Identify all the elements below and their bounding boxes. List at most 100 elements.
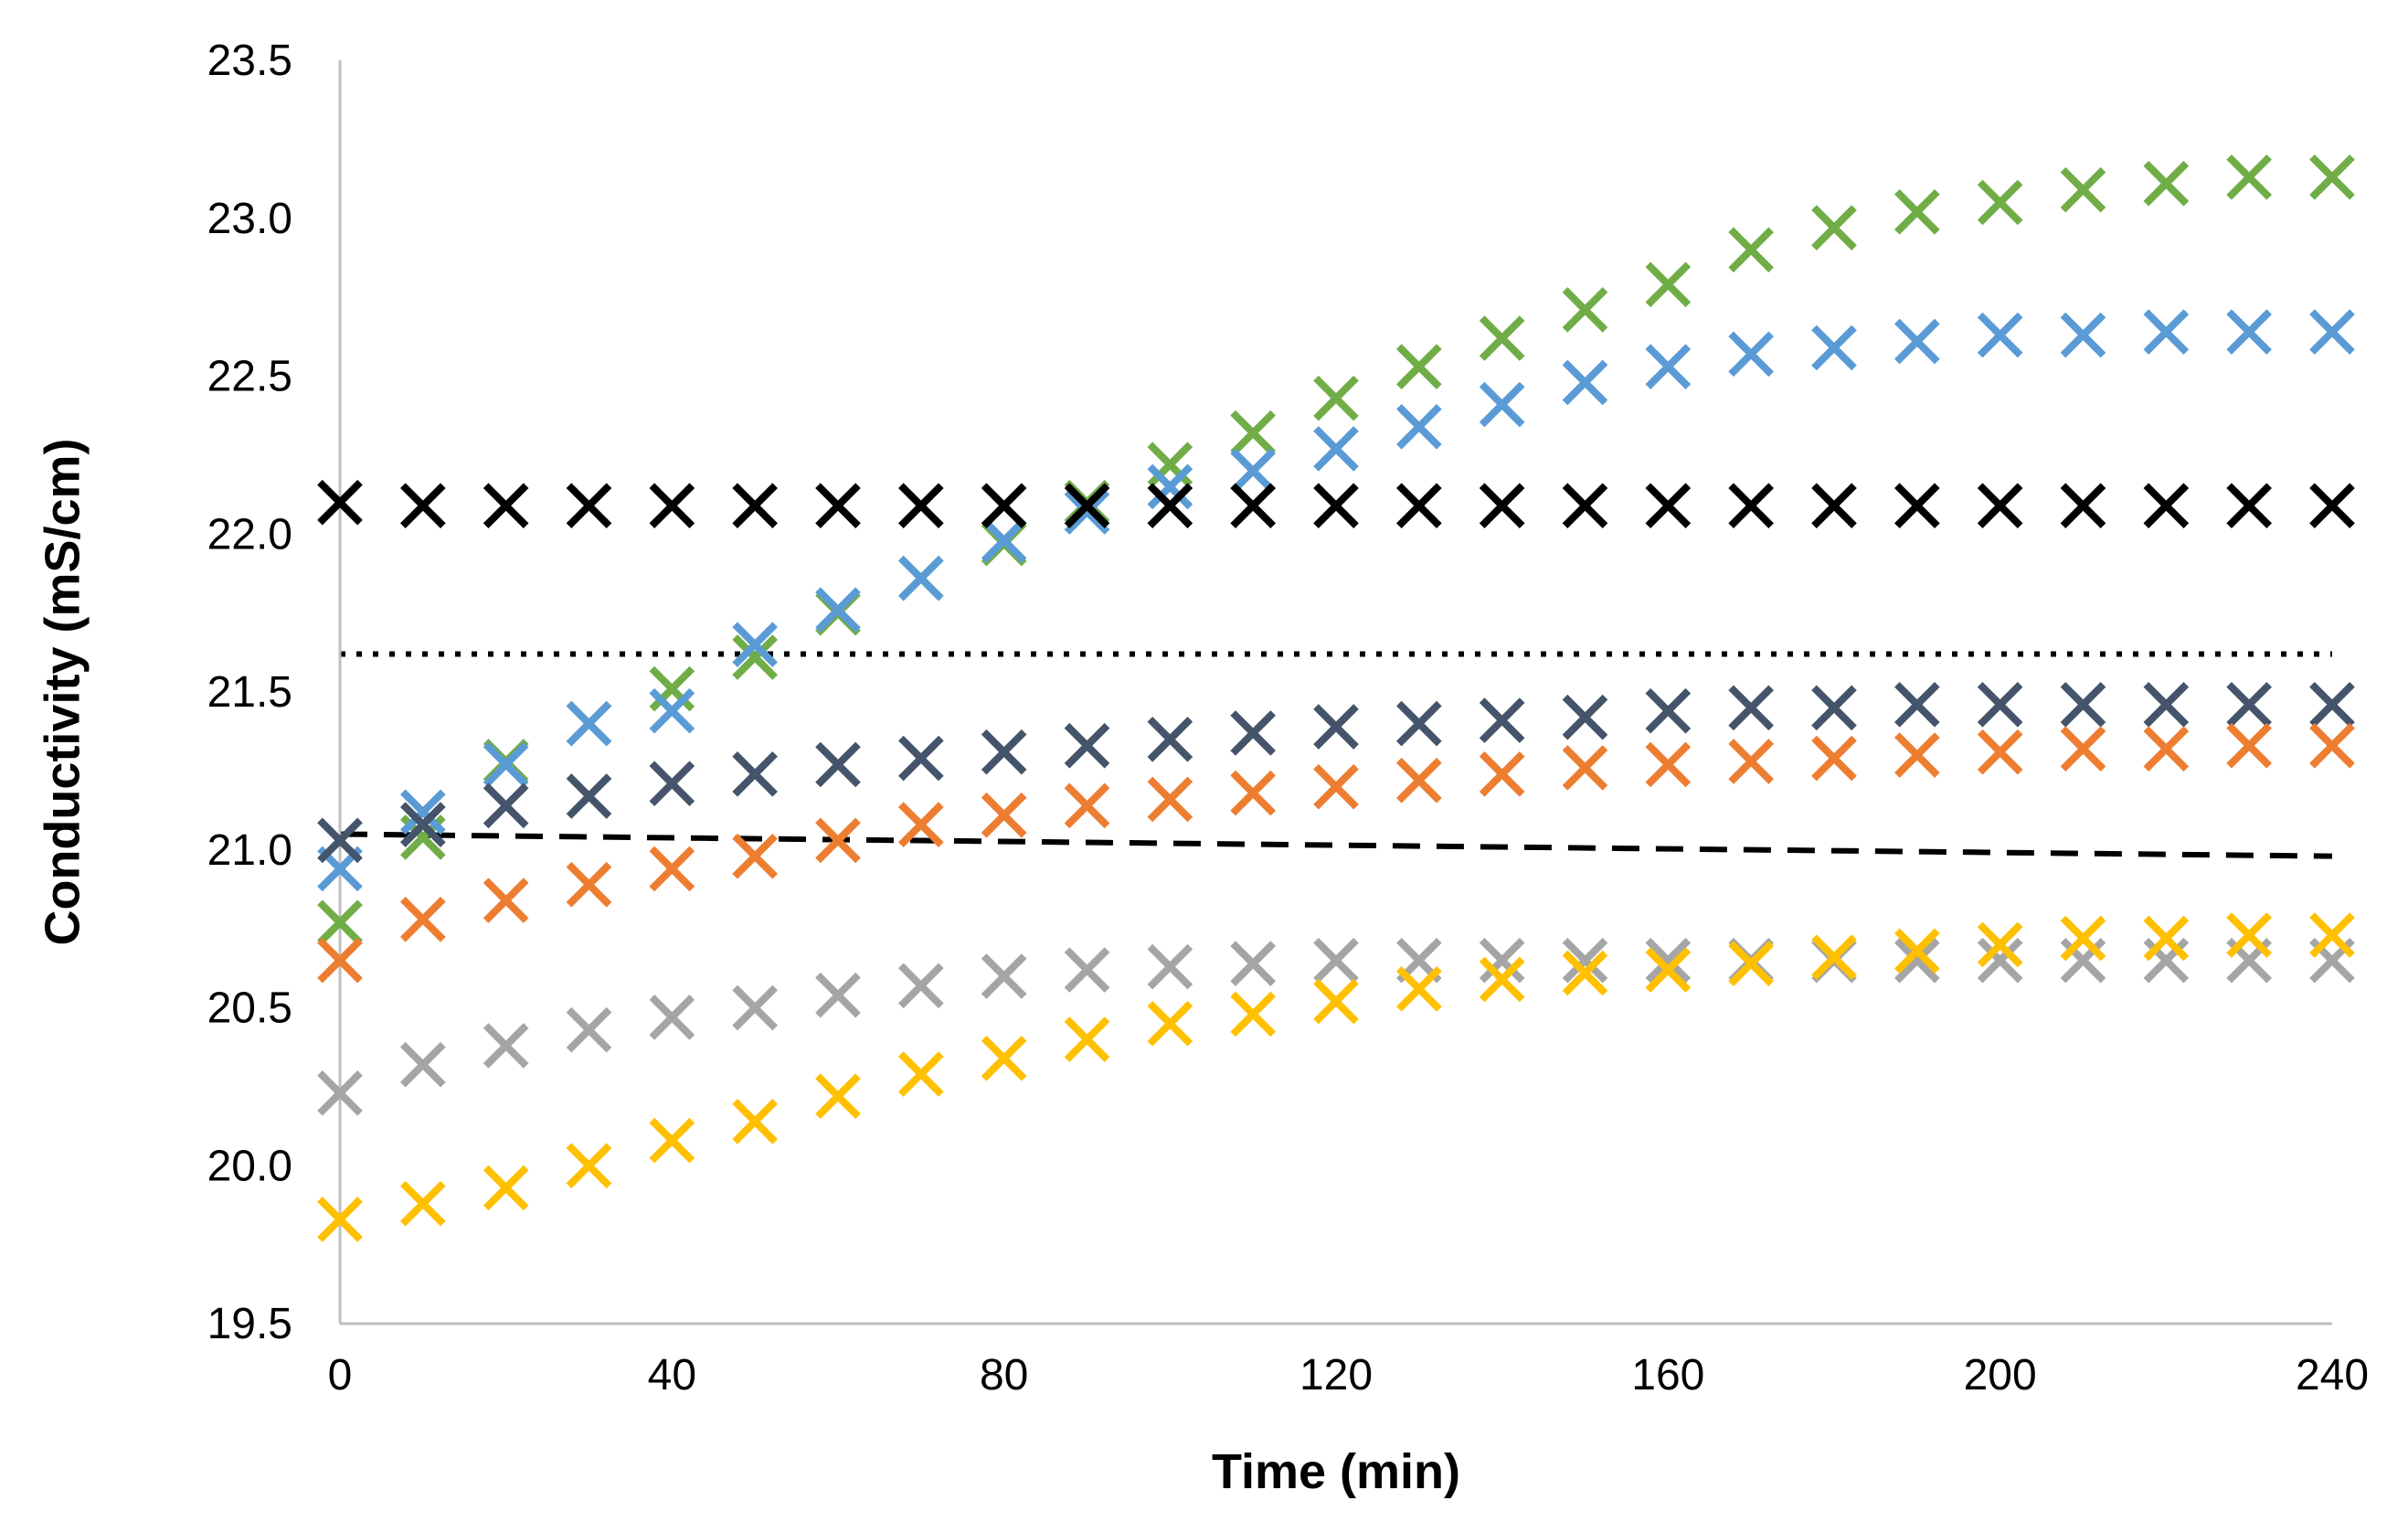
data-point-blue	[1064, 489, 1110, 535]
data-point-dark-blue-gray	[483, 782, 529, 829]
data-point-orange	[732, 833, 778, 879]
data-point-yellow	[2309, 912, 2355, 958]
data-point-dark-blue-gray	[400, 802, 446, 847]
y-tick-label: 22.5	[207, 353, 292, 401]
y-axis-title: Conductivity (mS/cm)	[35, 438, 90, 945]
data-point-blue	[2226, 309, 2272, 355]
data-point-orange	[1811, 735, 1857, 782]
data-point-green	[2226, 154, 2272, 200]
data-point-orange	[1147, 776, 1193, 823]
data-point-gray	[732, 985, 778, 1031]
data-point-black	[1645, 483, 1692, 528]
data-point-black	[566, 483, 612, 528]
data-point-yellow	[1479, 956, 1525, 1003]
x-tick-label: 0	[328, 1351, 353, 1400]
data-point-blue	[1894, 318, 1940, 365]
data-point-blue	[732, 622, 778, 668]
data-point-dark-blue-gray	[815, 741, 861, 788]
data-point-gray	[1562, 937, 1608, 984]
y-tick-label: 20.5	[207, 985, 292, 1033]
data-point-orange	[1313, 763, 1359, 810]
data-point-gray	[2143, 937, 2190, 984]
series-blue	[317, 309, 2355, 892]
data-point-gray	[981, 953, 1027, 999]
data-point-gray	[483, 1023, 529, 1069]
data-point-yellow	[1894, 928, 1940, 974]
data-point-yellow	[400, 1180, 446, 1227]
data-point-gray	[1313, 937, 1359, 984]
data-point-orange	[1396, 757, 1442, 804]
data-point-orange	[483, 878, 529, 923]
data-point-green	[732, 634, 778, 680]
data-point-gray	[815, 972, 861, 1018]
data-point-gray	[1479, 937, 1525, 984]
data-point-black	[317, 479, 363, 526]
data-point-black	[483, 483, 529, 528]
data-point-gray	[1894, 937, 1940, 984]
data-point-yellow	[483, 1165, 529, 1211]
data-point-blue	[2060, 312, 2106, 358]
data-point-black	[2309, 483, 2355, 528]
data-point-black	[1811, 483, 1857, 528]
data-point-yellow	[981, 1035, 1027, 1081]
data-point-dark-blue-gray	[566, 773, 612, 819]
x-tick-label: 240	[2296, 1351, 2369, 1400]
data-point-gray	[400, 1041, 446, 1088]
data-point-black	[649, 483, 695, 528]
data-point-black	[2226, 483, 2272, 528]
data-point-black	[2060, 483, 2106, 528]
data-point-dark-blue-gray	[2143, 681, 2190, 728]
data-point-dark-blue-gray	[2060, 681, 2106, 728]
data-point-dark-blue-gray	[1562, 694, 1608, 740]
data-point-yellow	[2226, 912, 2272, 958]
data-point-blue	[1645, 344, 1692, 389]
data-point-dark-blue-gray	[1313, 704, 1359, 750]
data-point-green	[1230, 410, 1276, 456]
data-point-blue	[1230, 448, 1276, 494]
data-point-black	[1728, 483, 1774, 528]
data-point-black	[1894, 483, 1940, 528]
data-point-gray	[649, 995, 695, 1040]
tick-labels: 19.5 20.0 20.5 21.0 21.5 22.0 22.5 23.0 23.5 0 40 8…	[207, 37, 2369, 1400]
data-point-gray	[1064, 947, 1110, 993]
data-point-black	[1230, 483, 1276, 528]
data-point-black	[1147, 483, 1193, 528]
reference-lines	[339, 651, 2333, 859]
data-point-green	[2309, 154, 2355, 200]
data-point-green	[1894, 189, 1940, 235]
series-yellow	[317, 912, 2355, 1242]
data-point-blue	[1811, 325, 1857, 371]
data-point-dark-blue-gray	[2226, 681, 2272, 728]
data-point-green	[1147, 442, 1193, 488]
data-point-blue	[1728, 331, 1774, 378]
data-point-orange	[898, 802, 944, 847]
data-point-dark-blue-gray	[1396, 700, 1442, 747]
data-point-gray	[1977, 937, 2023, 984]
data-point-black	[2143, 483, 2190, 528]
data-point-dark-blue-gray	[1894, 681, 1940, 728]
data-point-black	[1313, 483, 1359, 528]
data-point-dark-blue-gray	[1645, 687, 1692, 734]
data-point-blue	[2143, 309, 2190, 355]
data-point-black	[732, 483, 778, 528]
y-tick-label: 22.0	[207, 510, 292, 559]
y-tick-label: 23.0	[207, 195, 292, 243]
data-point-blue	[1147, 463, 1193, 510]
data-point-blue	[1977, 312, 2023, 358]
data-point-black	[1396, 483, 1442, 528]
data-point-black	[1977, 483, 2023, 528]
data-point-yellow	[649, 1117, 695, 1164]
data-point-yellow	[1313, 978, 1359, 1025]
data-point-orange	[981, 792, 1027, 838]
data-point-yellow	[1645, 947, 1692, 993]
data-point-gray	[1147, 943, 1193, 990]
data-point-orange	[566, 861, 612, 908]
data-point-green	[1728, 227, 1774, 273]
data-point-yellow	[1811, 934, 1857, 981]
dashed-reference-line	[339, 831, 2333, 859]
data-point-blue	[1313, 426, 1359, 472]
data-point-gray	[1230, 941, 1276, 986]
data-point-orange	[1064, 782, 1110, 829]
data-point-yellow	[1147, 1000, 1193, 1047]
